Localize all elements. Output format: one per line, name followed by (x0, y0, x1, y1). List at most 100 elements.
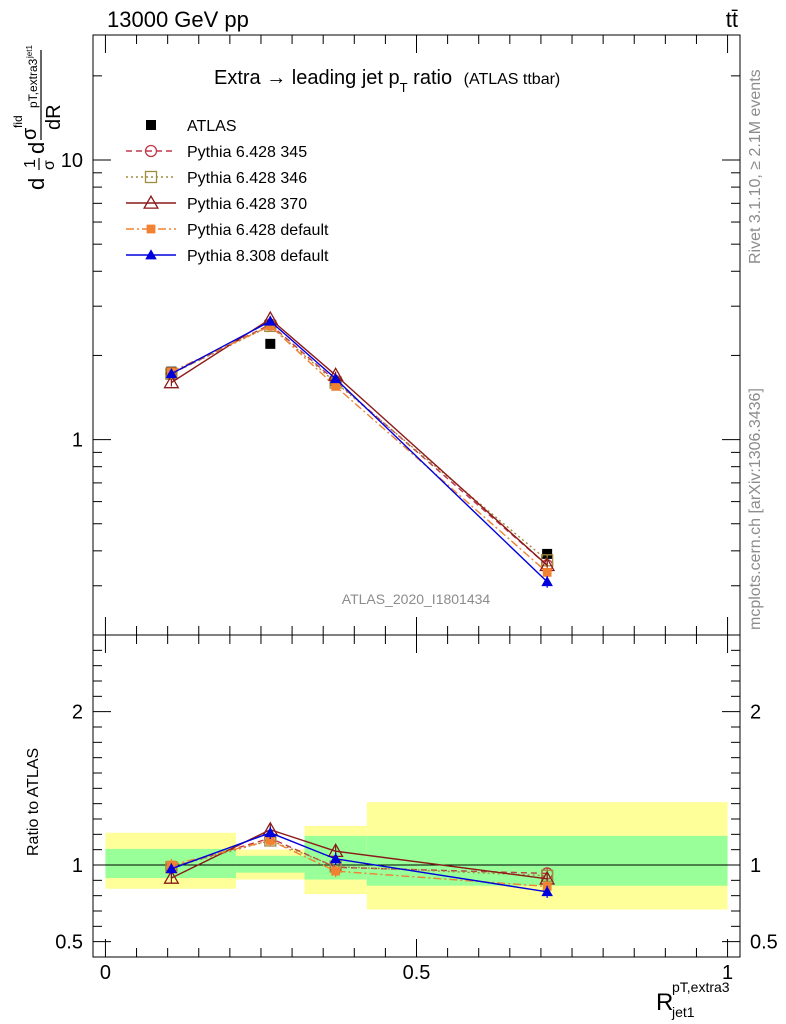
svg-text:pT,extra3: pT,extra3 (26, 58, 40, 108)
legend-marker (143, 194, 159, 209)
main-point (329, 373, 342, 384)
ratio-point (165, 863, 178, 874)
x-label-main: R (656, 989, 673, 1016)
legend-entry-1: Pythia 6.428 345 (126, 144, 307, 161)
main-point (542, 567, 552, 577)
side-text-top: Rivet 3.1.10, ≥ 2.1M events (747, 69, 764, 264)
main-title-small: (ATLAS ttbar) (464, 71, 561, 88)
ratio-y-tick-label: 1 (72, 855, 83, 877)
x-tick-label: 0 (100, 962, 111, 984)
main-title: Extra → leading jet pT ratio (ATLAS ttba… (214, 67, 560, 95)
svg-text:jet1: jet1 (25, 45, 34, 59)
ratio-panel-bands (93, 802, 740, 910)
main-series-2 (165, 319, 554, 567)
ratio-series-line (171, 828, 548, 880)
x-label-sub: jet1 (671, 1004, 695, 1020)
svg-text:fid: fid (11, 115, 25, 128)
ratio-point (265, 836, 275, 845)
svg-text:d: d (24, 142, 49, 154)
ylabel-one: 1 (22, 159, 39, 168)
main-series-1 (165, 318, 554, 572)
legend-marker (146, 224, 156, 234)
main-panel-series (163, 310, 556, 588)
legend-entry-4: Pythia 6.428 default (126, 222, 329, 239)
main-series-line (171, 325, 548, 561)
ylabel-fid: fid (11, 115, 25, 128)
ylabel-sub: jet1 (25, 45, 34, 59)
ylabel-d2: d (24, 142, 49, 154)
svg-text:jet1: jet1 (671, 1004, 695, 1020)
ratio-panel-series (163, 821, 556, 898)
main-point (264, 315, 277, 326)
main-point (165, 367, 178, 379)
legend-entry-3: Pythia 6.428 370 (126, 194, 307, 213)
svg-text:R: R (656, 989, 673, 1016)
ratio-y-tick-label-right: 1 (750, 855, 761, 877)
ratio-point (541, 886, 553, 897)
ratio-band-green (236, 855, 305, 873)
ratio-y-label: Ratio to ATLAS (25, 748, 42, 856)
legend-marker (144, 170, 158, 184)
svg-text:dR: dR (43, 104, 65, 130)
ratio-y-tick-label-right: 0.5 (750, 932, 778, 954)
ratio-point (163, 869, 180, 884)
main-series-0 (166, 338, 553, 559)
legend-label: Pythia 6.428 default (187, 222, 329, 239)
ylabel-sup: pT,extra3 (26, 58, 40, 108)
legend-label: Pythia 6.428 370 (187, 196, 307, 213)
main-series-line (171, 323, 548, 566)
ratio-point (264, 827, 277, 838)
svg-text:pT,extra3: pT,extra3 (672, 979, 730, 995)
svg-text:1: 1 (22, 159, 39, 168)
main-point (331, 381, 341, 391)
main-y-label: d 1 σ d σ fid dR pT,extra3 jet1 (11, 45, 65, 190)
legend-label: Pythia 6.428 345 (187, 144, 307, 161)
ratio-y-tick-label-right: 2 (750, 702, 761, 724)
main-series-line (171, 318, 548, 566)
legend-marker (144, 144, 158, 158)
legend: ATLAS Pythia 6.428 345 Pythia 6.428 346 Pyt… (126, 118, 329, 265)
main-point (163, 374, 180, 389)
main-point (541, 576, 553, 587)
ratio-y-tick-label: 2 (72, 702, 83, 724)
svg-text:σ: σ (19, 127, 41, 140)
main-series-5 (165, 315, 553, 588)
legend-label: Pythia 8.308 default (187, 248, 329, 265)
main-point (265, 338, 276, 349)
legend-entry-0: ATLAS (146, 118, 237, 135)
ratio-point (331, 866, 341, 876)
ratio-panel-ticks: 0.5 0.5 1 1 2 2 0 0.5 1 (55, 634, 778, 984)
legend-entry-2: Pythia 6.428 346 (126, 170, 307, 187)
header-left-label: 13000 GeV pp (107, 7, 249, 32)
x-axis-label: R pT,extra3 jet1 (656, 979, 730, 1020)
ylabel-d1: d (24, 178, 49, 190)
main-y-tick-label: 1 (72, 430, 83, 452)
side-text-bottom: mcplots.cern.ch [arXiv:1306.3436] (747, 388, 764, 630)
main-panel-ticks: 1 10 (61, 35, 740, 636)
main-series-line (171, 325, 548, 573)
ratio-series-4 (165, 826, 553, 898)
ratio-y-tick-label: 0.5 (55, 932, 83, 954)
main-title-tail: ratio (408, 67, 452, 89)
legend-marker (145, 249, 157, 260)
legend-entry-5: Pythia 8.308 default (126, 248, 329, 265)
ratio-point (329, 853, 342, 864)
main-title-sub: T (400, 80, 408, 95)
x-tick-label: 1 (722, 962, 733, 984)
legend-marker (146, 120, 156, 130)
ylabel-sig2: σ (19, 127, 41, 140)
ylabel-dR: dR (43, 104, 65, 130)
legend-label: Pythia 6.428 346 (187, 170, 307, 187)
svg-text:d: d (24, 178, 49, 190)
main-point (542, 548, 553, 559)
x-tick-label: 0.5 (403, 962, 431, 984)
main-series-line (171, 320, 548, 583)
svg-text:σ: σ (41, 160, 58, 170)
legend-label: ATLAS (187, 118, 237, 135)
ratio-panel-frame (92, 634, 741, 958)
ratio-series-line (171, 839, 548, 888)
header-right-label: tt̄ (726, 7, 738, 32)
analysis-watermark: ATLAS_2020_I1801434 (342, 591, 491, 607)
main-point (265, 321, 275, 331)
